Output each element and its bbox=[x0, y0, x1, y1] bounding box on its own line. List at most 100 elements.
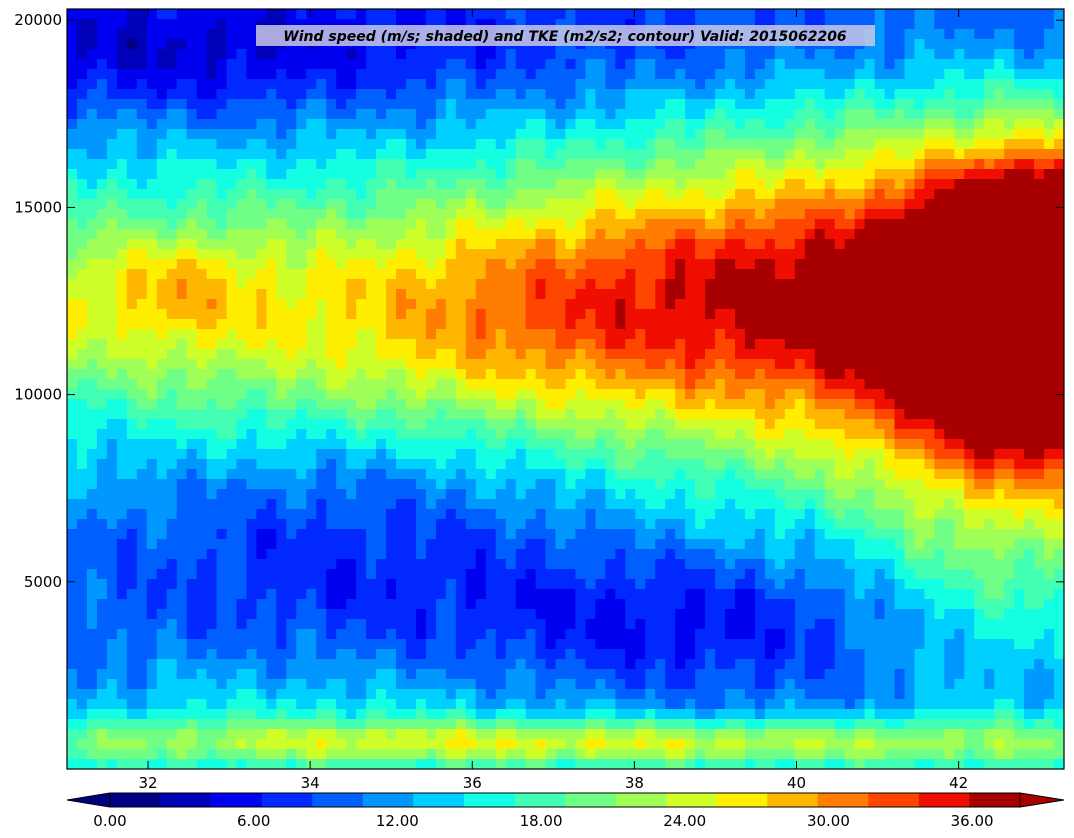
field-cell bbox=[106, 159, 118, 170]
field-cell bbox=[96, 239, 108, 250]
field-cell bbox=[814, 319, 826, 330]
field-cell bbox=[366, 349, 377, 360]
field-cell bbox=[1014, 499, 1025, 510]
field-cell bbox=[286, 329, 297, 340]
field-cell bbox=[834, 49, 846, 60]
field-cell bbox=[186, 159, 198, 170]
field-cell bbox=[116, 109, 128, 120]
field-cell bbox=[884, 279, 896, 290]
field-cell bbox=[794, 399, 806, 410]
field-cell bbox=[336, 489, 347, 500]
field-cell bbox=[904, 229, 916, 240]
field-cell bbox=[575, 289, 587, 300]
field-cell bbox=[605, 329, 616, 340]
field-cell bbox=[256, 379, 267, 390]
field-cell bbox=[1014, 169, 1025, 180]
field-cell bbox=[186, 219, 198, 230]
field-cell bbox=[366, 239, 377, 250]
field-cell bbox=[954, 309, 965, 320]
field-cell bbox=[485, 339, 497, 350]
field-cell bbox=[455, 109, 467, 120]
field-cell bbox=[146, 189, 158, 200]
field-cell bbox=[405, 159, 417, 170]
field-cell bbox=[176, 79, 188, 90]
field-cell bbox=[266, 109, 277, 120]
field-cell bbox=[884, 179, 896, 190]
field-cell bbox=[585, 469, 597, 480]
field-cell bbox=[764, 439, 776, 450]
field-cell bbox=[396, 89, 407, 100]
field-cell bbox=[405, 49, 417, 60]
field-cell bbox=[974, 189, 985, 200]
field-cell bbox=[754, 159, 766, 170]
field-cell bbox=[286, 469, 297, 480]
field-cell bbox=[495, 439, 507, 450]
field-cell bbox=[984, 269, 995, 280]
field-cell bbox=[67, 139, 78, 150]
field-cell bbox=[386, 369, 397, 380]
field-cell bbox=[864, 499, 876, 510]
field-cell bbox=[725, 269, 736, 280]
field-cell bbox=[645, 89, 656, 100]
field-cell bbox=[635, 89, 646, 100]
field-cell bbox=[376, 249, 387, 260]
field-cell bbox=[774, 419, 786, 430]
field-cell bbox=[216, 49, 228, 60]
field-cell bbox=[515, 429, 527, 440]
field-cell bbox=[794, 139, 806, 150]
field-cell bbox=[914, 489, 926, 500]
field-cell bbox=[146, 349, 158, 360]
field-cell bbox=[545, 389, 557, 400]
field-cell bbox=[206, 249, 218, 260]
field-cell bbox=[67, 9, 78, 20]
field-cell bbox=[1044, 179, 1055, 190]
field-cell bbox=[595, 9, 606, 20]
field-cell bbox=[266, 409, 277, 420]
field-cell bbox=[804, 399, 816, 410]
field-cell bbox=[156, 369, 168, 380]
field-cell bbox=[126, 409, 138, 420]
field-cell bbox=[96, 349, 108, 360]
field-cell bbox=[206, 199, 218, 210]
field-cell bbox=[1014, 89, 1025, 100]
field-cell bbox=[784, 239, 796, 250]
field-cell bbox=[545, 139, 557, 150]
field-cell bbox=[645, 209, 656, 220]
field-cell bbox=[515, 49, 527, 60]
field-cell bbox=[784, 139, 796, 150]
field-cell bbox=[655, 379, 666, 390]
field-cell bbox=[296, 309, 307, 320]
field-cell bbox=[964, 489, 975, 500]
field-cell bbox=[106, 429, 118, 440]
field-cell bbox=[555, 309, 567, 320]
field-cell bbox=[525, 179, 537, 190]
wind-speed-field bbox=[67, 9, 1064, 769]
field-cell bbox=[784, 129, 796, 140]
field-cell bbox=[405, 379, 417, 390]
field-cell bbox=[754, 329, 766, 340]
field-cell bbox=[824, 209, 836, 220]
field-cell bbox=[725, 299, 736, 310]
field-cell bbox=[226, 269, 238, 280]
field-cell bbox=[316, 199, 327, 210]
field-cell bbox=[794, 109, 806, 120]
field-cell bbox=[575, 449, 587, 460]
field-cell bbox=[1054, 29, 1064, 40]
field-cell bbox=[286, 69, 297, 80]
field-cell bbox=[854, 319, 866, 330]
field-cell bbox=[376, 9, 387, 20]
field-cell bbox=[435, 429, 447, 440]
field-cell bbox=[116, 319, 128, 330]
field-cell bbox=[396, 239, 407, 250]
field-cell bbox=[934, 389, 945, 400]
field-cell bbox=[276, 229, 287, 240]
field-cell bbox=[854, 489, 866, 500]
field-cell bbox=[784, 179, 796, 190]
field-cell bbox=[465, 179, 477, 190]
field-cell bbox=[485, 259, 497, 270]
field-cell bbox=[884, 449, 896, 460]
field-cell bbox=[146, 49, 158, 60]
field-cell bbox=[904, 409, 916, 420]
field-cell bbox=[196, 9, 208, 20]
field-cell bbox=[555, 149, 567, 160]
